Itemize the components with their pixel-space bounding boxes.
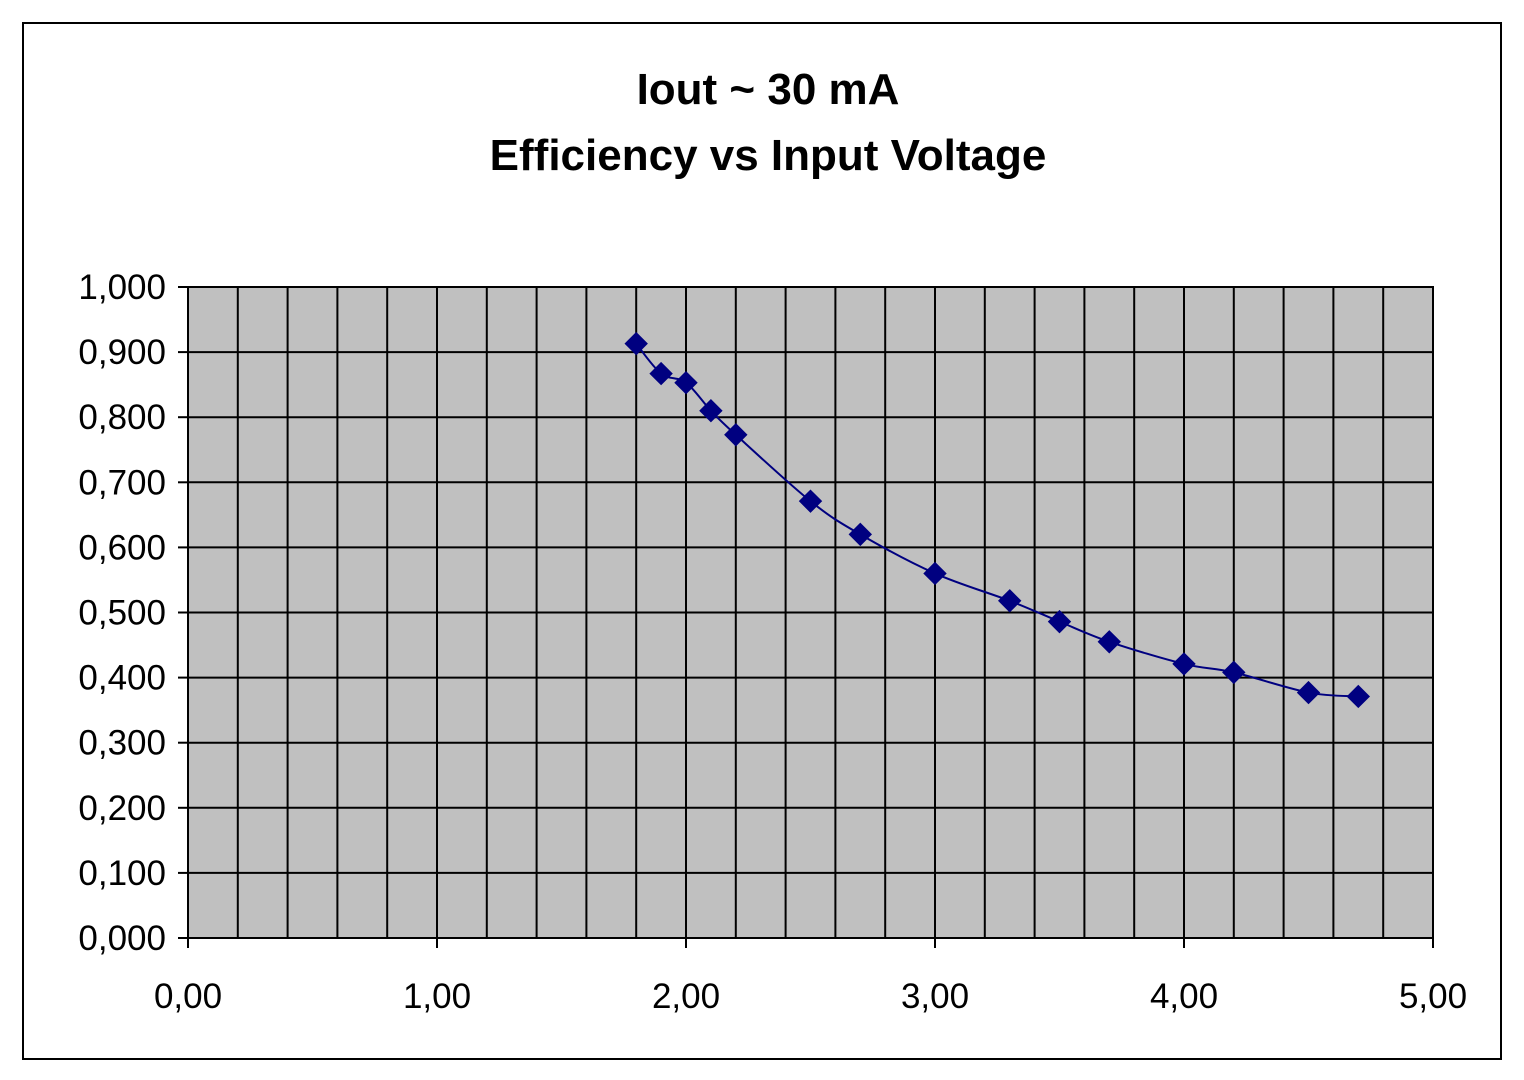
y-tick-label: 0,900 xyxy=(78,333,166,372)
data-point-marker xyxy=(1172,652,1196,676)
data-point-marker xyxy=(1047,609,1072,634)
data-point-marker xyxy=(1222,660,1246,685)
y-tick-label: 0,600 xyxy=(78,528,166,567)
y-tick-label: 0,000 xyxy=(78,919,166,958)
chart-frame: Iout ~ 30 mA Efficiency vs Input Voltage… xyxy=(22,22,1502,1060)
y-tick-label: 0,300 xyxy=(78,724,166,763)
plot-area: 0,000 0,100 0,200 0,300 0,400 0,500 0,600 0,700… xyxy=(78,268,1467,1016)
data-point-marker xyxy=(649,361,673,386)
chart-subtitle: Efficiency vs Input Voltage xyxy=(490,131,1047,180)
data-point-marker xyxy=(674,370,698,395)
y-tick-label: 0,500 xyxy=(78,594,166,633)
x-tick-label: 5,00 xyxy=(1399,977,1467,1016)
x-tick-label: 0,00 xyxy=(154,977,222,1016)
data-point-marker xyxy=(798,489,823,513)
x-tick-label: 2,00 xyxy=(652,977,720,1016)
data-point-marker xyxy=(699,398,723,423)
y-tick-label: 0,200 xyxy=(78,789,166,828)
data-point-marker xyxy=(923,561,947,586)
data-point-marker xyxy=(848,522,873,547)
efficiency-chart: Iout ~ 30 mA Efficiency vs Input Voltage… xyxy=(78,65,1467,1016)
data-point-marker xyxy=(1346,684,1371,709)
data-point-marker xyxy=(724,423,748,447)
x-tick-label: 1,00 xyxy=(403,977,471,1016)
y-tick-label: 0,400 xyxy=(78,659,166,698)
x-tick-label: 4,00 xyxy=(1150,977,1218,1016)
data-point-marker xyxy=(624,331,648,356)
chart-title: Iout ~ 30 mA xyxy=(637,65,900,114)
x-tick-label: 3,00 xyxy=(901,977,969,1016)
y-tick-label: 0,100 xyxy=(78,854,166,893)
data-point-marker xyxy=(1097,630,1122,654)
y-tick-label: 0,700 xyxy=(78,463,166,502)
y-tick-label: 1,000 xyxy=(78,268,166,307)
data-point-marker xyxy=(997,589,1022,613)
data-point-marker xyxy=(1296,680,1321,705)
y-tick-label: 0,800 xyxy=(78,398,166,437)
